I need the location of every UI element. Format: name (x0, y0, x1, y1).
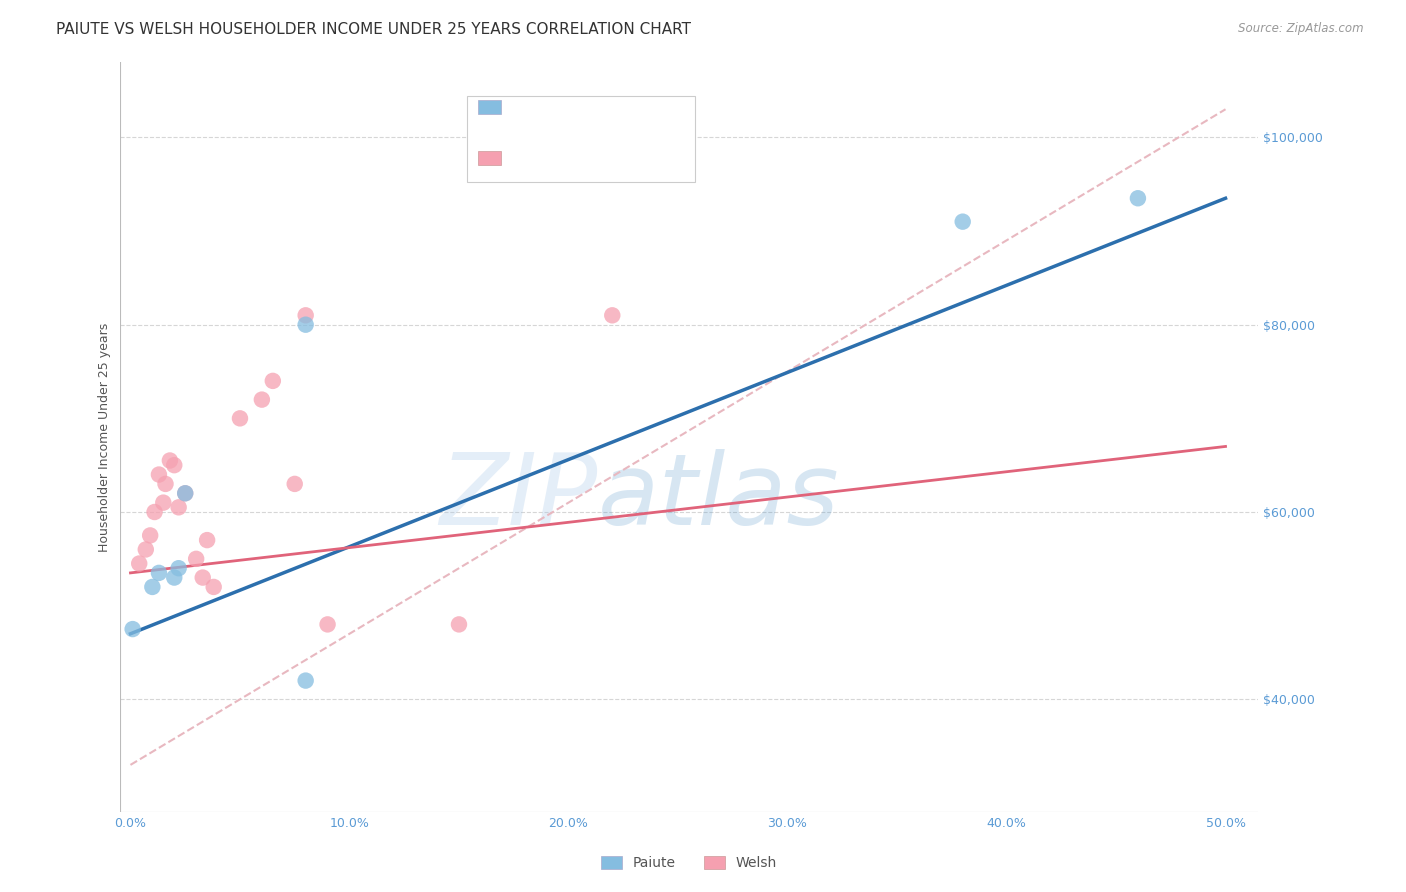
Point (250, 392, 273, 407)
Point (163, 458, 186, 473)
Point (1126, 191, 1149, 205)
Y-axis label: Householder Income Under 25 years: Householder Income Under 25 years (98, 322, 111, 552)
Text: atlas: atlas (598, 449, 839, 546)
Text: 0.711: 0.711 (544, 98, 592, 113)
Point (143, 505, 166, 519)
Point (294, 309, 316, 323)
Point (135, 542, 157, 557)
Point (195, 533, 218, 547)
Legend: Paiute, Welsh: Paiute, Welsh (595, 851, 783, 876)
Point (159, 453, 181, 467)
Point (186, 551, 208, 566)
Point (294, 318, 316, 332)
Point (121, 622, 143, 636)
Point (167, 561, 190, 575)
Point (600, 309, 623, 323)
Point (148, 467, 170, 482)
Text: R =: R = (509, 98, 538, 112)
Text: 10: 10 (628, 98, 650, 113)
Point (316, 617, 339, 632)
Point (155, 476, 177, 491)
Point (284, 476, 307, 491)
Text: Source: ZipAtlas.com: Source: ZipAtlas.com (1239, 22, 1364, 36)
Point (202, 580, 225, 594)
Point (191, 571, 214, 585)
Point (262, 374, 284, 388)
Point (174, 486, 197, 500)
Text: 0.360: 0.360 (544, 149, 592, 164)
Text: 23: 23 (628, 149, 650, 164)
Point (952, 215, 974, 229)
Point (229, 411, 252, 425)
Text: PAIUTE VS WELSH HOUSEHOLDER INCOME UNDER 25 YEARS CORRELATION CHART: PAIUTE VS WELSH HOUSEHOLDER INCOME UNDER… (56, 22, 692, 37)
Point (447, 617, 470, 632)
Point (167, 500, 190, 515)
Text: R =: R = (509, 150, 538, 164)
Point (141, 580, 163, 594)
Point (148, 566, 170, 580)
Point (163, 571, 186, 585)
Point (152, 496, 174, 510)
Point (128, 557, 150, 571)
Point (139, 528, 162, 542)
Text: N =: N = (596, 150, 627, 164)
Point (174, 486, 197, 500)
Text: N =: N = (596, 98, 627, 112)
Text: ZIP: ZIP (440, 449, 598, 546)
Point (294, 673, 316, 688)
